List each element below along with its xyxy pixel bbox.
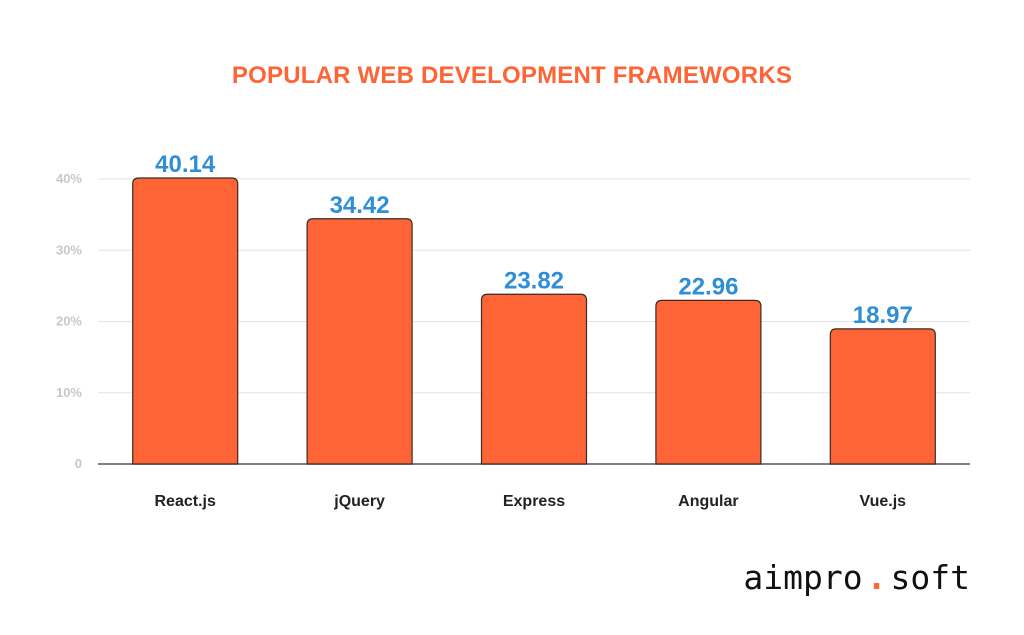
data-label: 18.97: [853, 302, 913, 329]
data-label: 40.14: [155, 151, 216, 178]
bar-vue-js: [829, 328, 936, 465]
category-label: jQuery: [333, 493, 385, 510]
label-layer: 40.14 React.js 34.42 jQuery 23.82 Express 22.9…: [155, 151, 913, 510]
bar-jquery: [306, 218, 413, 465]
data-label: 23.82: [504, 267, 564, 294]
logo-text-left: aimpro: [743, 558, 863, 597]
y-tick-label: 30%: [56, 242, 82, 257]
bar-react-js: [132, 177, 239, 465]
logo-text-right: soft: [890, 558, 970, 597]
category-label: React.js: [155, 493, 216, 510]
bar-layer: [132, 177, 936, 465]
y-tick-label: 10%: [56, 385, 82, 400]
category-label: Express: [503, 493, 565, 510]
chart-title: POPULAR WEB DEVELOPMENT FRAMEWORKS: [231, 62, 793, 89]
category-label: Angular: [678, 493, 738, 510]
logo-dot: .: [866, 558, 887, 597]
category-label: Vue.js: [860, 493, 907, 510]
y-tick-label: 20%: [56, 314, 82, 329]
bar-angular: [655, 299, 762, 465]
aimprosoft-logo: aimpro. soft: [743, 558, 970, 597]
bar-express: [480, 293, 588, 465]
data-label: 22.96: [678, 273, 738, 300]
y-tick-label: 0: [75, 456, 82, 471]
y-tick-label: 40%: [56, 171, 82, 186]
data-label: 34.42: [330, 192, 390, 219]
grid-layer: 0 10% 20% 30% 40%: [56, 171, 970, 471]
